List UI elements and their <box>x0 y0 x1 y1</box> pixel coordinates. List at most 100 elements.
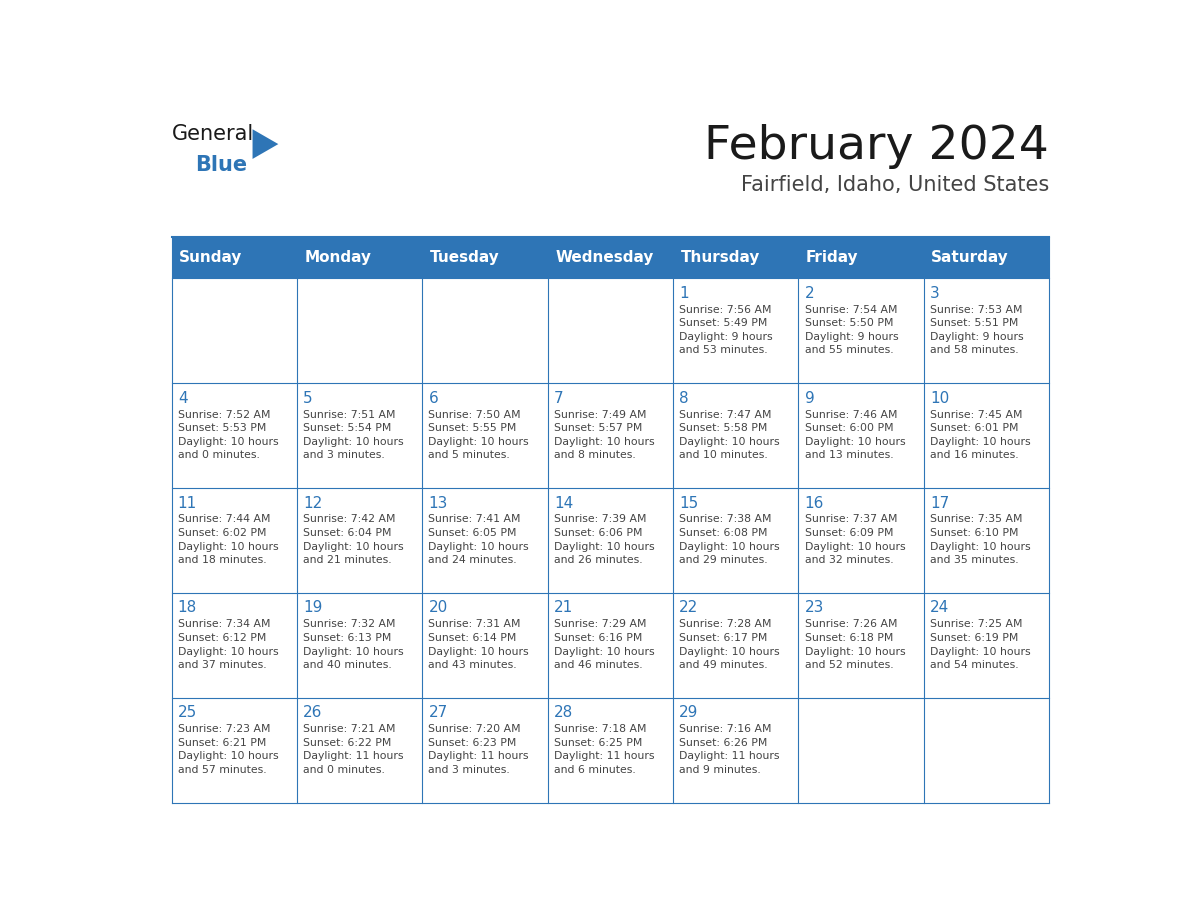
Text: Sunrise: 7:50 AM
Sunset: 5:55 PM
Daylight: 10 hours
and 5 minutes.: Sunrise: 7:50 AM Sunset: 5:55 PM Dayligh… <box>429 409 529 460</box>
Text: Tuesday: Tuesday <box>430 251 499 265</box>
FancyBboxPatch shape <box>548 698 672 803</box>
Text: 14: 14 <box>554 496 573 510</box>
Text: Sunrise: 7:20 AM
Sunset: 6:23 PM
Daylight: 11 hours
and 3 minutes.: Sunrise: 7:20 AM Sunset: 6:23 PM Dayligh… <box>429 724 529 775</box>
FancyBboxPatch shape <box>923 593 1049 698</box>
FancyBboxPatch shape <box>171 698 297 803</box>
FancyBboxPatch shape <box>923 278 1049 384</box>
Text: Saturday: Saturday <box>931 251 1009 265</box>
Text: Sunrise: 7:47 AM
Sunset: 5:58 PM
Daylight: 10 hours
and 10 minutes.: Sunrise: 7:47 AM Sunset: 5:58 PM Dayligh… <box>680 409 779 460</box>
FancyBboxPatch shape <box>798 278 923 384</box>
Text: Fairfield, Idaho, United States: Fairfield, Idaho, United States <box>740 175 1049 196</box>
Text: Sunrise: 7:38 AM
Sunset: 6:08 PM
Daylight: 10 hours
and 29 minutes.: Sunrise: 7:38 AM Sunset: 6:08 PM Dayligh… <box>680 514 779 565</box>
Text: 13: 13 <box>429 496 448 510</box>
Text: 21: 21 <box>554 600 573 615</box>
Text: Sunrise: 7:25 AM
Sunset: 6:19 PM
Daylight: 10 hours
and 54 minutes.: Sunrise: 7:25 AM Sunset: 6:19 PM Dayligh… <box>930 620 1030 670</box>
Text: Sunrise: 7:41 AM
Sunset: 6:05 PM
Daylight: 10 hours
and 24 minutes.: Sunrise: 7:41 AM Sunset: 6:05 PM Dayligh… <box>429 514 529 565</box>
Text: Sunrise: 7:28 AM
Sunset: 6:17 PM
Daylight: 10 hours
and 49 minutes.: Sunrise: 7:28 AM Sunset: 6:17 PM Dayligh… <box>680 620 779 670</box>
Text: 12: 12 <box>303 496 322 510</box>
Text: Sunrise: 7:32 AM
Sunset: 6:13 PM
Daylight: 10 hours
and 40 minutes.: Sunrise: 7:32 AM Sunset: 6:13 PM Dayligh… <box>303 620 404 670</box>
Text: 29: 29 <box>680 705 699 721</box>
Text: 10: 10 <box>930 391 949 406</box>
FancyBboxPatch shape <box>548 488 672 593</box>
Text: Sunrise: 7:21 AM
Sunset: 6:22 PM
Daylight: 11 hours
and 0 minutes.: Sunrise: 7:21 AM Sunset: 6:22 PM Dayligh… <box>303 724 404 775</box>
FancyBboxPatch shape <box>297 384 422 488</box>
FancyBboxPatch shape <box>672 488 798 593</box>
Text: 7: 7 <box>554 391 563 406</box>
Text: 4: 4 <box>178 391 188 406</box>
Text: 28: 28 <box>554 705 573 721</box>
Text: 15: 15 <box>680 496 699 510</box>
FancyBboxPatch shape <box>672 384 798 488</box>
Text: Sunrise: 7:26 AM
Sunset: 6:18 PM
Daylight: 10 hours
and 52 minutes.: Sunrise: 7:26 AM Sunset: 6:18 PM Dayligh… <box>804 620 905 670</box>
FancyBboxPatch shape <box>171 278 297 384</box>
Text: 17: 17 <box>930 496 949 510</box>
Text: 18: 18 <box>178 600 197 615</box>
FancyBboxPatch shape <box>923 698 1049 803</box>
FancyBboxPatch shape <box>798 384 923 488</box>
FancyBboxPatch shape <box>672 278 798 384</box>
FancyBboxPatch shape <box>171 488 297 593</box>
Text: Sunrise: 7:34 AM
Sunset: 6:12 PM
Daylight: 10 hours
and 37 minutes.: Sunrise: 7:34 AM Sunset: 6:12 PM Dayligh… <box>178 620 278 670</box>
Text: February 2024: February 2024 <box>704 124 1049 169</box>
Text: 22: 22 <box>680 600 699 615</box>
Text: 24: 24 <box>930 600 949 615</box>
FancyBboxPatch shape <box>297 698 422 803</box>
Text: 11: 11 <box>178 496 197 510</box>
FancyBboxPatch shape <box>171 238 1049 278</box>
Text: 6: 6 <box>429 391 438 406</box>
Text: 25: 25 <box>178 705 197 721</box>
Text: Thursday: Thursday <box>681 251 760 265</box>
FancyBboxPatch shape <box>422 593 548 698</box>
FancyBboxPatch shape <box>798 593 923 698</box>
Text: Sunrise: 7:23 AM
Sunset: 6:21 PM
Daylight: 10 hours
and 57 minutes.: Sunrise: 7:23 AM Sunset: 6:21 PM Dayligh… <box>178 724 278 775</box>
Text: 8: 8 <box>680 391 689 406</box>
Text: Sunrise: 7:46 AM
Sunset: 6:00 PM
Daylight: 10 hours
and 13 minutes.: Sunrise: 7:46 AM Sunset: 6:00 PM Dayligh… <box>804 409 905 460</box>
Text: 9: 9 <box>804 391 814 406</box>
Text: Sunrise: 7:35 AM
Sunset: 6:10 PM
Daylight: 10 hours
and 35 minutes.: Sunrise: 7:35 AM Sunset: 6:10 PM Dayligh… <box>930 514 1030 565</box>
Text: Sunrise: 7:31 AM
Sunset: 6:14 PM
Daylight: 10 hours
and 43 minutes.: Sunrise: 7:31 AM Sunset: 6:14 PM Dayligh… <box>429 620 529 670</box>
Text: 16: 16 <box>804 496 824 510</box>
Text: Friday: Friday <box>805 251 859 265</box>
Text: 3: 3 <box>930 285 940 301</box>
Text: Sunrise: 7:18 AM
Sunset: 6:25 PM
Daylight: 11 hours
and 6 minutes.: Sunrise: 7:18 AM Sunset: 6:25 PM Dayligh… <box>554 724 655 775</box>
FancyBboxPatch shape <box>798 488 923 593</box>
Text: 1: 1 <box>680 285 689 301</box>
FancyBboxPatch shape <box>672 698 798 803</box>
Text: Sunrise: 7:53 AM
Sunset: 5:51 PM
Daylight: 9 hours
and 58 minutes.: Sunrise: 7:53 AM Sunset: 5:51 PM Dayligh… <box>930 305 1024 355</box>
Text: Sunrise: 7:54 AM
Sunset: 5:50 PM
Daylight: 9 hours
and 55 minutes.: Sunrise: 7:54 AM Sunset: 5:50 PM Dayligh… <box>804 305 898 355</box>
Text: Wednesday: Wednesday <box>555 251 653 265</box>
Text: General: General <box>171 124 254 144</box>
FancyBboxPatch shape <box>171 384 297 488</box>
Text: 19: 19 <box>303 600 322 615</box>
FancyBboxPatch shape <box>548 384 672 488</box>
FancyBboxPatch shape <box>672 593 798 698</box>
FancyBboxPatch shape <box>548 593 672 698</box>
Text: 2: 2 <box>804 285 814 301</box>
FancyBboxPatch shape <box>171 593 297 698</box>
FancyBboxPatch shape <box>422 278 548 384</box>
Text: Sunrise: 7:42 AM
Sunset: 6:04 PM
Daylight: 10 hours
and 21 minutes.: Sunrise: 7:42 AM Sunset: 6:04 PM Dayligh… <box>303 514 404 565</box>
Text: Sunday: Sunday <box>179 251 242 265</box>
FancyBboxPatch shape <box>548 278 672 384</box>
FancyBboxPatch shape <box>798 698 923 803</box>
FancyBboxPatch shape <box>422 384 548 488</box>
Text: Sunrise: 7:56 AM
Sunset: 5:49 PM
Daylight: 9 hours
and 53 minutes.: Sunrise: 7:56 AM Sunset: 5:49 PM Dayligh… <box>680 305 773 355</box>
Text: 27: 27 <box>429 705 448 721</box>
Text: Blue: Blue <box>196 155 247 175</box>
Text: Sunrise: 7:49 AM
Sunset: 5:57 PM
Daylight: 10 hours
and 8 minutes.: Sunrise: 7:49 AM Sunset: 5:57 PM Dayligh… <box>554 409 655 460</box>
Text: Sunrise: 7:45 AM
Sunset: 6:01 PM
Daylight: 10 hours
and 16 minutes.: Sunrise: 7:45 AM Sunset: 6:01 PM Dayligh… <box>930 409 1030 460</box>
FancyBboxPatch shape <box>297 278 422 384</box>
Text: Sunrise: 7:39 AM
Sunset: 6:06 PM
Daylight: 10 hours
and 26 minutes.: Sunrise: 7:39 AM Sunset: 6:06 PM Dayligh… <box>554 514 655 565</box>
Text: 23: 23 <box>804 600 824 615</box>
Text: Sunrise: 7:44 AM
Sunset: 6:02 PM
Daylight: 10 hours
and 18 minutes.: Sunrise: 7:44 AM Sunset: 6:02 PM Dayligh… <box>178 514 278 565</box>
Text: Sunrise: 7:52 AM
Sunset: 5:53 PM
Daylight: 10 hours
and 0 minutes.: Sunrise: 7:52 AM Sunset: 5:53 PM Dayligh… <box>178 409 278 460</box>
FancyBboxPatch shape <box>923 488 1049 593</box>
Text: 5: 5 <box>303 391 312 406</box>
Text: Sunrise: 7:37 AM
Sunset: 6:09 PM
Daylight: 10 hours
and 32 minutes.: Sunrise: 7:37 AM Sunset: 6:09 PM Dayligh… <box>804 514 905 565</box>
Text: Sunrise: 7:16 AM
Sunset: 6:26 PM
Daylight: 11 hours
and 9 minutes.: Sunrise: 7:16 AM Sunset: 6:26 PM Dayligh… <box>680 724 779 775</box>
Text: Sunrise: 7:51 AM
Sunset: 5:54 PM
Daylight: 10 hours
and 3 minutes.: Sunrise: 7:51 AM Sunset: 5:54 PM Dayligh… <box>303 409 404 460</box>
FancyBboxPatch shape <box>297 593 422 698</box>
Text: Monday: Monday <box>304 251 372 265</box>
FancyBboxPatch shape <box>422 488 548 593</box>
FancyBboxPatch shape <box>297 488 422 593</box>
